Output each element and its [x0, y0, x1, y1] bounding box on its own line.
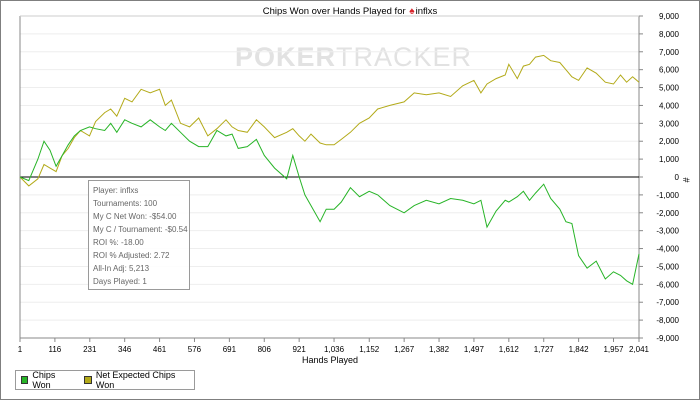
- y-tick-label: 5,000: [659, 84, 680, 93]
- x-tick-label: 1,842: [569, 345, 590, 354]
- y-tick-label: -5,000: [656, 262, 679, 271]
- y-tick-label: -2,000: [656, 209, 679, 218]
- x-tick-label: 806: [258, 345, 272, 354]
- series-chips-won-line: [19, 119, 640, 286]
- chart-legend: Chips Won Net Expected Chips Won: [15, 370, 195, 390]
- x-tick-label: 691: [223, 345, 237, 354]
- title-prefix: Chips Won over Hands Played for: [262, 6, 406, 17]
- tooltip-row: Days Played: 1: [93, 277, 147, 286]
- x-axis-title: Hands Played: [302, 355, 358, 365]
- x-tick-label: 1,957: [603, 345, 624, 354]
- y-tick-label: 6,000: [659, 66, 680, 75]
- legend-label: Chips Won: [32, 370, 56, 390]
- tooltip-row: My C Net Won: -$54.00: [93, 212, 177, 221]
- x-tick-label: 1: [18, 345, 23, 354]
- y-tick-label: 4,000: [659, 101, 680, 110]
- title-player: inflxs: [415, 6, 438, 17]
- legend-swatch: [84, 376, 92, 384]
- y-tick-label: -4,000: [656, 245, 679, 254]
- x-tick-label: 116: [49, 345, 62, 354]
- x-tick-label: 461: [153, 345, 167, 354]
- tooltip-row: ROI % Adjusted: 2.72: [93, 251, 170, 260]
- legend-item-net-expected[interactable]: Net Expected Chips Won: [84, 370, 186, 390]
- x-tick-label: 1,612: [499, 345, 520, 354]
- series-net-expected-line: [19, 54, 640, 187]
- x-tick-label: 921: [292, 345, 306, 354]
- y-tick-label: -7,000: [656, 298, 679, 307]
- x-tick-label: 231: [83, 345, 97, 354]
- chart-title: Chips Won over Hands Played for ♠inflxs: [0, 6, 700, 17]
- y-tick-label: 9,000: [659, 12, 680, 21]
- summary-tooltip: Player: inflxs Tournaments: 100 My C Net W…: [88, 180, 190, 290]
- x-tick-label: 346: [118, 345, 132, 354]
- tooltip-row: My C / Tournament: -$0.54: [93, 225, 188, 234]
- legend-swatch: [21, 376, 29, 384]
- y-tick-label: 1,000: [659, 155, 680, 164]
- x-axis: 1 116 231 346 461 576 691 806 921 1,036 1,152 1,267…: [18, 338, 650, 354]
- y-tick-label: 3,000: [659, 119, 680, 128]
- legend-item-chips-won[interactable]: Chips Won: [21, 370, 71, 390]
- y-tick-label: -6,000: [656, 280, 679, 289]
- x-tick-label: 1,382: [429, 345, 450, 354]
- y-tick-label: 7,000: [659, 48, 680, 57]
- pokerstars-icon: ♠: [409, 6, 415, 17]
- y-tick-label: -9,000: [656, 334, 679, 343]
- y-axis-title: #: [681, 177, 691, 182]
- y-tick-label: -1,000: [656, 191, 679, 200]
- tooltip-row: All-In Adj: 5,213: [93, 264, 150, 273]
- y-tick-label: 2,000: [659, 137, 680, 146]
- x-tick-label: 576: [188, 345, 202, 354]
- tooltip-row: Tournaments: 100: [93, 199, 158, 208]
- y-tick-label: -3,000: [656, 227, 679, 236]
- x-tick-label: 2,041: [629, 345, 650, 354]
- x-tick-label: 1,727: [534, 345, 555, 354]
- tooltip-row: ROI %: -18.00: [93, 238, 144, 247]
- tooltip-row: Player: inflxs: [93, 186, 139, 195]
- x-tick-label: 1,152: [359, 345, 380, 354]
- x-tick-label: 1,497: [464, 345, 485, 354]
- series-layer: [19, 54, 640, 286]
- watermark-logo: POKERTRACKER: [235, 42, 473, 72]
- x-tick-label: 1,267: [394, 345, 415, 354]
- legend-label: Net Expected Chips Won: [95, 370, 176, 390]
- x-tick-label: 1,036: [324, 345, 345, 354]
- y-tick-label: 0: [675, 173, 680, 182]
- y-axis: 9,000 8,000 7,000 6,000 5,000 4,000 3,000 2,000…: [639, 12, 680, 343]
- y-tick-label: 8,000: [659, 30, 680, 39]
- y-tick-label: -8,000: [656, 316, 679, 325]
